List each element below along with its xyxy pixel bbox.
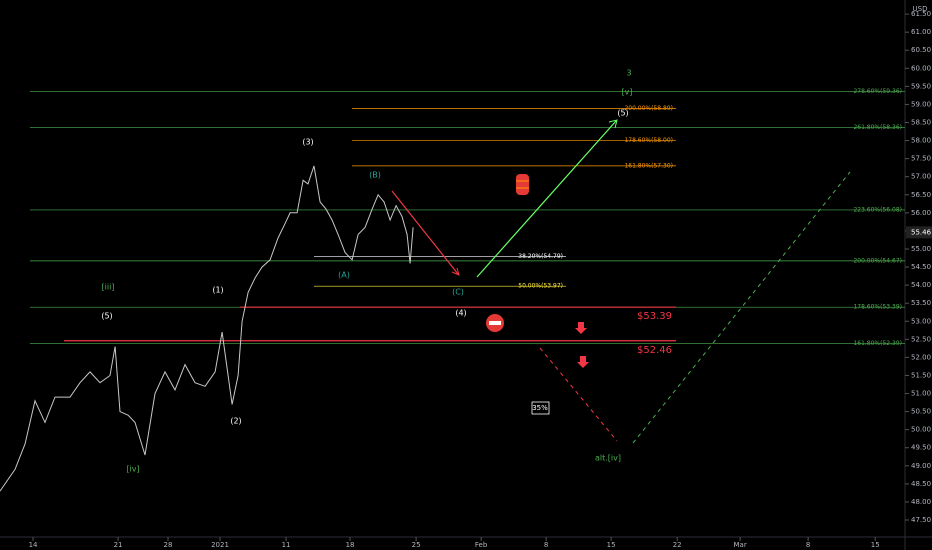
y-tick-label: 58.00 — [911, 137, 931, 145]
x-tick-label: 25 — [412, 541, 421, 549]
y-tick-label: 50.50 — [911, 408, 931, 416]
x-tick-label: 11 — [282, 541, 291, 549]
y-tick-label: 57.50 — [911, 155, 931, 163]
y-tick-label: 60.00 — [911, 64, 931, 72]
y-tick-label: 51.00 — [911, 390, 931, 398]
x-tick-label: Feb — [475, 541, 488, 549]
x-tick-label: 15 — [607, 541, 616, 549]
y-tick-label: 60.50 — [911, 46, 931, 54]
fib-label: 278.60%(59.36) — [853, 88, 902, 95]
fib-label: 178.60%(53.39) — [853, 304, 902, 311]
fib-label: 200.00%(54.67) — [853, 257, 902, 264]
dashed-arrow — [632, 171, 851, 444]
y-tick-label: 53.00 — [911, 317, 931, 325]
y-tick-label: 59.50 — [911, 82, 931, 90]
last-price-label: 55.46 — [911, 228, 932, 236]
y-tick-label: 53.50 — [911, 299, 931, 307]
fib-label: 38.20%(54.79) — [518, 253, 563, 260]
y-tick-label: 48.50 — [911, 480, 931, 488]
wave-label: [iv] — [126, 465, 139, 474]
wave-label: (2) — [230, 417, 241, 426]
barrel-icon — [516, 174, 529, 195]
x-tick-label: 8 — [544, 541, 548, 549]
plot — [0, 91, 905, 492]
badge: 35% — [532, 404, 548, 412]
y-tick-label: 52.50 — [911, 335, 931, 343]
price-line-label: $53.39 — [637, 311, 672, 322]
wave-label: [iii] — [102, 283, 115, 292]
y-tick-label: 59.00 — [911, 100, 931, 108]
wave-label: (4) — [455, 309, 466, 318]
y-tick-label: 55.00 — [911, 245, 931, 253]
fib-label: 161.80%(52.39) — [853, 340, 902, 347]
y-tick-label: 56.50 — [911, 191, 931, 199]
wave-label: (3) — [302, 138, 313, 147]
x-tick-label: 18 — [346, 541, 355, 549]
down-arrow-icon — [577, 356, 589, 368]
y-tick-label: 54.00 — [911, 281, 931, 289]
x-tick-label: Mar — [734, 541, 747, 549]
x-tick-label: 15 — [871, 541, 880, 549]
currency: USD — [913, 5, 928, 13]
y-tick-label: 47.50 — [911, 516, 931, 524]
y-tick-label: 49.50 — [911, 444, 931, 452]
arrow — [476, 120, 617, 278]
y-tick-label: 50.00 — [911, 426, 931, 434]
arrow-head — [608, 119, 618, 129]
wave-label: (C) — [452, 288, 464, 297]
y-tick-label: 49.00 — [911, 462, 931, 470]
x-tick-label: 14 — [29, 541, 38, 549]
wave-label: (5) — [101, 312, 112, 321]
x-tick-label: 21 — [114, 541, 123, 549]
x-tick-label: 28 — [164, 541, 173, 549]
y-tick-label: 61.00 — [911, 28, 931, 36]
fib-label: 178.60%(58.00) — [624, 137, 673, 144]
wave-label: (1) — [212, 286, 223, 295]
y-tick-label: 57.00 — [911, 173, 931, 181]
no-entry-bar — [489, 321, 501, 325]
wave-label: 3 — [626, 69, 631, 78]
price-line-series — [0, 165, 414, 492]
fib-label: 50.00%(53.97) — [518, 283, 563, 290]
last-price-box — [906, 226, 932, 239]
arrow-head — [451, 267, 460, 276]
y-tick-label: 52.00 — [911, 353, 931, 361]
fib-label: 200.00%(58.89) — [624, 105, 673, 112]
arrow — [391, 190, 459, 275]
badge-box — [531, 401, 550, 415]
wave-label: (B) — [369, 171, 381, 180]
x-tick-label: 22 — [673, 541, 682, 549]
y-tick-label: 48.00 — [911, 498, 931, 506]
x-tick-label: 8 — [806, 541, 810, 549]
fib-label: 261.80%(58.36) — [853, 124, 902, 131]
fib-label: 223.60%(56.08) — [853, 206, 902, 213]
down-arrow-icon — [575, 322, 587, 334]
y-tick-label: 61.50 — [911, 10, 931, 18]
fib-label: 161.80%(57.30) — [624, 162, 673, 169]
wave-label: [v] — [622, 88, 633, 97]
x-tick-label: 2021 — [211, 541, 229, 549]
wave-label: alt.[iv] — [595, 454, 621, 463]
price-line-label: $52.46 — [637, 345, 672, 356]
y-tick-label: 51.50 — [911, 371, 931, 379]
wave-label: (5) — [617, 109, 628, 118]
y-tick-label: 58.50 — [911, 119, 931, 127]
wave-label: (A) — [338, 271, 350, 280]
y-tick-label: 54.50 — [911, 263, 931, 271]
y-tick-label: 56.00 — [911, 209, 931, 217]
